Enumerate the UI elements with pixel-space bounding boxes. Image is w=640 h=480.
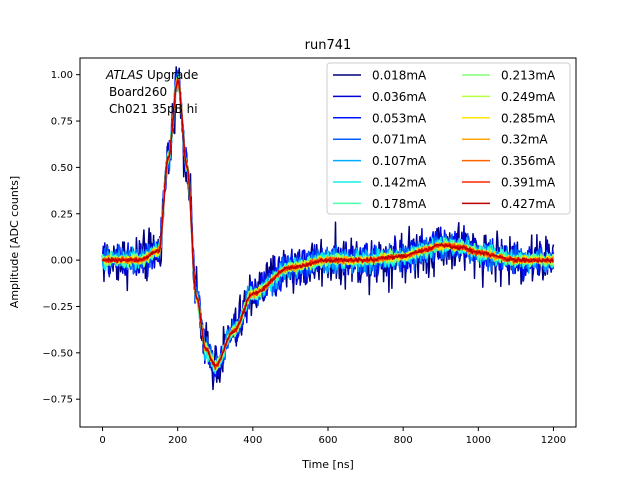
legend-label: 0.427mA bbox=[501, 197, 556, 211]
x-axis-label: Time [ns] bbox=[301, 458, 354, 471]
y-tick-label: 0.50 bbox=[51, 163, 73, 174]
y-axis-label: Amplitude [ADC counts] bbox=[8, 176, 21, 308]
legend-label: 0.053mA bbox=[372, 111, 427, 125]
y-tick-label: 0.75 bbox=[51, 117, 73, 128]
x-axis-ticks: 0 200 400 600 800 1000 1200 bbox=[99, 427, 566, 446]
annotation-channel: Ch021 35pB hi bbox=[109, 102, 198, 116]
annotation-atlas-line: ATLAS Upgrade bbox=[105, 68, 198, 82]
legend-label: 0.107mA bbox=[372, 154, 427, 168]
series-line bbox=[101, 79, 554, 367]
legend-label: 0.391mA bbox=[501, 176, 556, 190]
legend-label: 0.036mA bbox=[372, 90, 427, 104]
legend-box bbox=[326, 62, 571, 215]
y-axis-ticks: −0.75 −0.50 −0.25 0.00 0.25 0.50 0.75 1.00 bbox=[42, 70, 80, 406]
chart-title: run741 bbox=[305, 38, 352, 53]
legend-label: 0.213mA bbox=[501, 69, 556, 83]
y-tick-label: −0.25 bbox=[42, 302, 73, 313]
legend-label: 0.018mA bbox=[372, 69, 427, 83]
annotation-upgrade: Upgrade bbox=[143, 68, 198, 82]
legend-label: 0.285mA bbox=[501, 111, 556, 125]
legend-label: 0.071mA bbox=[372, 133, 427, 147]
annotation-board: Board260 bbox=[109, 85, 167, 99]
annotation-block: ATLAS Upgrade Board260 Ch021 35pB hi bbox=[105, 68, 198, 116]
y-tick-label: 1.00 bbox=[51, 70, 73, 81]
series-layer bbox=[101, 66, 555, 391]
y-tick-label: −0.50 bbox=[42, 348, 73, 359]
x-tick-label: 200 bbox=[168, 435, 187, 446]
x-tick-label: 600 bbox=[318, 435, 337, 446]
x-tick-label: 1200 bbox=[541, 435, 566, 446]
legend-label: 0.142mA bbox=[372, 176, 427, 190]
x-tick-label: 800 bbox=[394, 435, 413, 446]
y-tick-label: 0.25 bbox=[51, 209, 73, 220]
legend-label: 0.32mA bbox=[501, 133, 548, 147]
x-tick-label: 1000 bbox=[466, 435, 491, 446]
legend: 0.018mA 0.036mA 0.053mA 0.071mA 0.107mA 0.142… bbox=[326, 62, 571, 215]
legend-label: 0.356mA bbox=[501, 154, 556, 168]
annotation-atlas-italic: ATLAS bbox=[105, 68, 144, 82]
x-tick-label: 0 bbox=[99, 435, 105, 446]
legend-label: 0.178mA bbox=[372, 197, 427, 211]
y-tick-label: −0.75 bbox=[42, 395, 73, 406]
legend-label: 0.249mA bbox=[501, 90, 556, 104]
y-tick-label: 0.00 bbox=[51, 256, 73, 267]
x-tick-label: 400 bbox=[243, 435, 262, 446]
